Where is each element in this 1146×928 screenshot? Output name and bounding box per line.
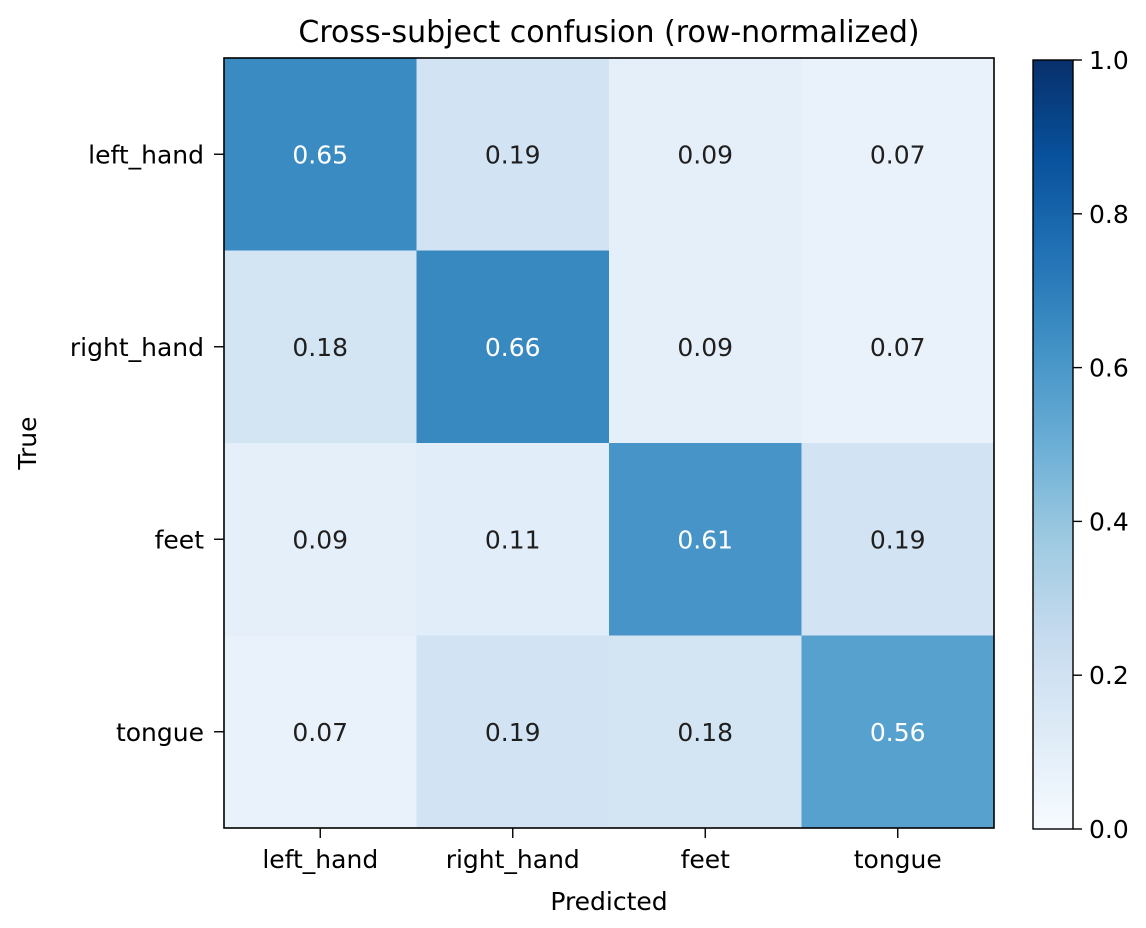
heatmap-cell (416, 443, 610, 636)
heatmap-cell (416, 250, 610, 444)
heatmap-cell (224, 58, 417, 251)
x-tick-label: right_hand (446, 845, 580, 874)
heatmap-cell (609, 443, 802, 636)
colorbar-frame (1032, 59, 1074, 830)
cell-value-label: 0.18 (677, 718, 733, 747)
colorbar-tick-label: 0.6 (1089, 354, 1129, 383)
chart-title: Cross-subject confusion (row-normalized) (298, 15, 919, 50)
cell-value-label: 0.11 (485, 525, 541, 554)
y-tick-label: right_hand (70, 333, 204, 362)
cell-value-label: 0.07 (870, 140, 926, 169)
cell-value-label: 0.07 (292, 718, 348, 747)
cell-value-label: 0.56 (870, 718, 926, 747)
heatmap-cell (609, 58, 802, 251)
heatmap-cell (416, 635, 610, 829)
colorbar-tick-label: 0.8 (1089, 200, 1129, 229)
cell-value-label: 0.09 (292, 525, 348, 554)
heatmap-cell-labels: 0.65 0.19 0.09 0.07 0.18 0.66 0.09 0.07 0.09 0.11… (292, 140, 925, 747)
cell-value-label: 0.09 (677, 333, 733, 362)
cell-value-label: 0.07 (870, 333, 926, 362)
heatmap-cell (416, 58, 610, 251)
y-tick-label: feet (155, 525, 205, 554)
x-axis-ticks: left_hand right_hand feet tongue (262, 828, 942, 874)
colorbar-tick-label: 0.4 (1089, 507, 1129, 536)
y-tick-label: tongue (116, 718, 204, 747)
heatmap-cell (609, 635, 802, 829)
heatmap-cell (224, 635, 417, 829)
heatmap-cell (801, 635, 995, 829)
cell-value-label: 0.19 (485, 718, 541, 747)
heatmap-cell (224, 443, 417, 636)
heatmap-cell (801, 443, 995, 636)
y-axis-label: True (13, 416, 42, 470)
heatmap-cell (224, 250, 417, 444)
colorbar-ticks: 0.0 0.2 0.4 0.6 0.8 1.0 (1073, 46, 1129, 844)
plot-frame (223, 57, 995, 829)
x-axis-label: Predicted (550, 887, 667, 916)
x-tick-label: feet (681, 845, 731, 874)
colorbar (1033, 60, 1073, 829)
heatmap-cell (609, 250, 802, 444)
colorbar-tick-label: 1.0 (1089, 46, 1129, 75)
cell-value-label: 0.66 (485, 333, 541, 362)
colorbar-tick-label: 0.0 (1089, 815, 1129, 844)
heatmap-cell (801, 250, 995, 444)
colorbar-tick-label: 0.2 (1089, 661, 1129, 690)
cell-value-label: 0.18 (292, 333, 348, 362)
cell-value-label: 0.65 (292, 140, 348, 169)
x-tick-label: tongue (854, 845, 942, 874)
cell-value-label: 0.09 (677, 140, 733, 169)
cell-value-label: 0.19 (485, 140, 541, 169)
heatmap-cells (224, 58, 995, 829)
heatmap-cell (801, 58, 995, 251)
cell-value-label: 0.61 (677, 525, 733, 554)
x-tick-label: left_hand (262, 845, 378, 874)
cell-value-label: 0.19 (870, 525, 926, 554)
y-tick-label: left_hand (88, 140, 204, 169)
